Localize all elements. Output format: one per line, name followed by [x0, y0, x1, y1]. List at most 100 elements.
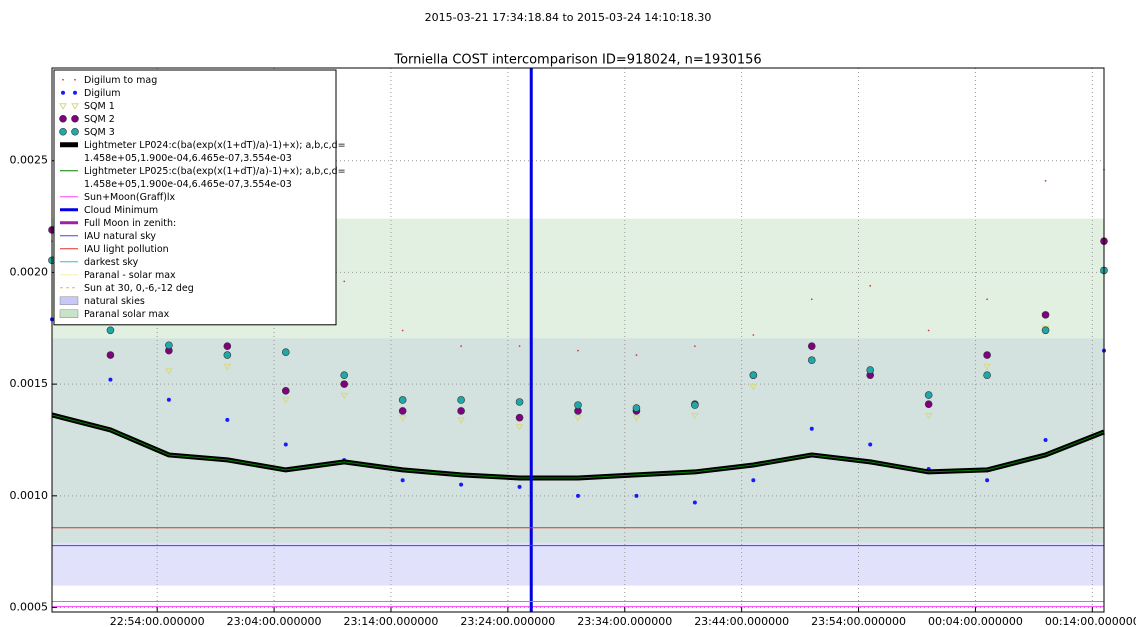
point — [62, 78, 64, 81]
point — [398, 415, 407, 422]
point — [574, 415, 582, 422]
legend-label: Full Moon in zenith: — [84, 217, 176, 228]
point — [400, 478, 405, 483]
legend-label: Digilum — [84, 87, 121, 98]
x-tick-label: 00:14:00.000000 — [1045, 615, 1136, 627]
point — [691, 412, 699, 420]
point — [108, 377, 113, 382]
point — [751, 478, 756, 483]
point — [986, 298, 989, 301]
point — [576, 493, 580, 498]
point — [518, 345, 521, 348]
point — [340, 380, 349, 388]
point — [1041, 326, 1050, 335]
point — [281, 348, 290, 356]
legend-label: Lightmeter LP025:c(ba(exp(x(1+dT)/a)-1)+… — [84, 165, 346, 189]
point — [809, 426, 814, 431]
point — [1044, 179, 1047, 182]
point — [807, 342, 816, 350]
point — [459, 482, 464, 487]
y-tick-label: 0.0025 — [10, 154, 49, 167]
legend-label: darkest sky — [84, 256, 139, 267]
point — [866, 366, 875, 374]
point — [61, 90, 65, 95]
series — [50, 317, 1106, 505]
point — [749, 383, 758, 391]
line — [51, 414, 1105, 479]
point — [59, 127, 67, 136]
point — [869, 284, 872, 287]
point — [457, 396, 465, 404]
point — [71, 114, 79, 123]
point — [71, 103, 79, 110]
point — [281, 387, 290, 395]
legend-label: natural skies — [84, 295, 145, 306]
point — [165, 341, 173, 350]
legend-label: Sun at 30, 0,-6,-12 deg — [84, 282, 194, 293]
point — [515, 398, 524, 406]
point — [574, 401, 582, 409]
x-tick-label: 22:54:00.000000 — [110, 615, 205, 627]
point — [460, 345, 463, 348]
point — [398, 396, 407, 404]
point — [692, 500, 697, 505]
plot-frame — [51, 67, 1105, 613]
point — [693, 345, 696, 348]
point — [106, 351, 115, 359]
legend-label: Paranal - solar max — [84, 269, 176, 280]
point — [457, 407, 465, 415]
point — [927, 329, 930, 332]
legend: Digilum to mag Digilum SQM 1 SQM 2 SQM 3 Ligh… — [53, 69, 346, 326]
legend-label: Digilum to mag — [84, 74, 157, 85]
legend-label: SQM 2 — [84, 113, 115, 124]
point — [457, 417, 465, 424]
point — [983, 371, 991, 379]
x-tick-label: 23:34:00.000000 — [577, 615, 672, 627]
point — [283, 442, 288, 447]
legend-box — [53, 69, 337, 326]
chart-title: Torniella COST intercomparison ID=918024… — [393, 53, 761, 68]
point — [924, 391, 933, 399]
point — [983, 363, 991, 371]
y-tick-label: 0.0010 — [10, 489, 49, 502]
point — [401, 329, 404, 332]
legend-label: Paranal solar max — [84, 308, 170, 319]
point — [1041, 311, 1050, 319]
point — [223, 351, 232, 359]
legend-label: Cloud Minimum — [84, 204, 158, 215]
point — [868, 442, 873, 447]
point — [225, 417, 230, 422]
legend-label: SQM 1 — [84, 100, 115, 111]
x-tick-label: 23:04:00.000000 — [227, 615, 322, 627]
legend-label: Sun+Moon(Graff)lx — [84, 191, 176, 202]
point — [691, 401, 699, 409]
point — [983, 351, 991, 359]
point — [106, 326, 115, 335]
legend-label: Lightmeter LP024:c(ba(exp(x(1+dT)/a)-1)+… — [84, 139, 346, 163]
legend-swatch — [59, 309, 79, 318]
point — [398, 407, 407, 415]
point — [343, 280, 346, 283]
x-tick-label: 23:24:00.000000 — [460, 615, 555, 627]
point — [74, 78, 76, 81]
x-tick-label: 23:44:00.000000 — [694, 615, 789, 627]
point — [632, 415, 641, 422]
point — [752, 334, 755, 336]
point — [1043, 437, 1048, 442]
point — [515, 424, 524, 431]
point — [807, 356, 816, 365]
suptitle: 2015-03-21 17:34:18.84 to 2015-03-24 14:… — [425, 11, 712, 24]
legend-label: SQM 3 — [84, 126, 115, 137]
point — [340, 392, 349, 400]
point — [577, 349, 579, 352]
legend-label: IAU light pollution — [84, 243, 169, 254]
x-tick-label: 00:04:00.000000 — [928, 615, 1023, 627]
point — [985, 478, 990, 483]
y-tick-label: 0.0015 — [10, 377, 49, 390]
point — [924, 412, 933, 420]
y-tick-label: 0.0005 — [10, 601, 49, 614]
point — [340, 371, 349, 379]
point — [71, 127, 79, 136]
point — [73, 90, 77, 95]
